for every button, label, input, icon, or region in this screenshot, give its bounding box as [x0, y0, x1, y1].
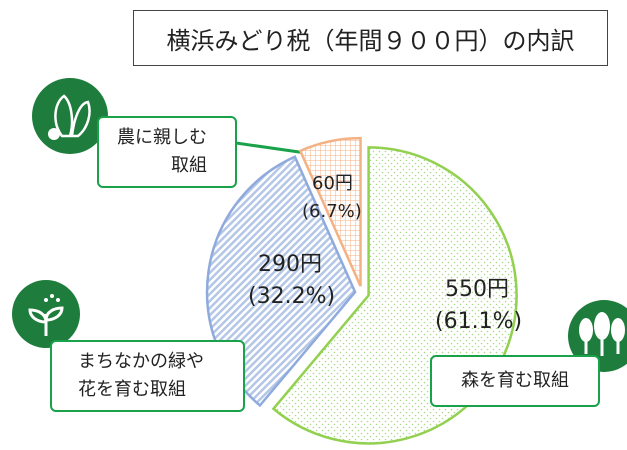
- percent-label: (6.7%): [302, 201, 362, 222]
- flower-icon: [12, 280, 80, 348]
- percent-label: (61.1%): [435, 309, 522, 334]
- category-label: まちなかの緑や 花を育む取組: [50, 340, 245, 412]
- pie-slice: [298, 136, 362, 287]
- value-label: 60円: [312, 173, 353, 194]
- connector: [235, 141, 307, 155]
- value-label: 550円: [445, 277, 509, 302]
- value-label: 290円: [258, 252, 322, 277]
- category-label: 森を育む取組: [430, 355, 600, 407]
- chart-title: 横浜みどり税（年間９００円）の内訳: [133, 10, 608, 66]
- percent-label: (32.2%): [248, 284, 335, 309]
- category-label: 農に親しむ 取組: [97, 116, 237, 188]
- farm-icon: [32, 78, 108, 154]
